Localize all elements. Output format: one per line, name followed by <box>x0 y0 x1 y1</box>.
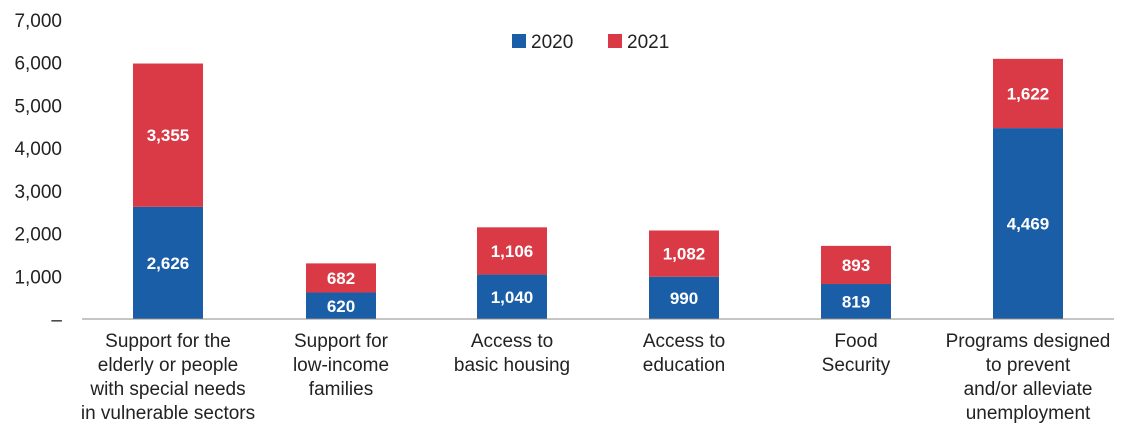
data-labels: 2,626 3,355 620 682 1,040 1,106 990 1,082 819 893… <box>147 84 1050 315</box>
category-label: Access to basic housing <box>454 331 570 376</box>
data-label: 1,106 <box>491 242 534 261</box>
bar-2021 <box>821 245 891 285</box>
y-tick-label: – <box>51 310 62 331</box>
data-label: 1,622 <box>1007 84 1050 103</box>
legend-swatch <box>608 34 622 48</box>
data-label: 893 <box>842 256 870 275</box>
data-label: 819 <box>842 293 870 312</box>
bar-2020 <box>133 206 203 319</box>
y-tick-label: 4,000 <box>14 139 62 160</box>
data-label: 620 <box>327 297 355 316</box>
y-axis: – 1,000 2,000 3,000 4,000 5,000 6,000 7,000 <box>14 11 62 331</box>
bar-2021 <box>133 63 203 207</box>
y-tick-label: 3,000 <box>14 182 62 203</box>
data-label: 3,355 <box>147 126 190 145</box>
legend-label: 2021 <box>627 32 669 53</box>
data-label: 1,082 <box>663 245 706 264</box>
category-label: Access to education <box>643 331 725 376</box>
category-label: Food Security <box>822 331 891 376</box>
data-label: 1,040 <box>491 288 534 307</box>
data-label: 2,626 <box>147 254 190 273</box>
category-label: Programs designed to prevent and/or allevi… <box>946 331 1111 424</box>
bar-2020 <box>821 284 891 319</box>
bar-2021 <box>993 58 1063 129</box>
data-label: 682 <box>327 269 355 288</box>
legend-swatch <box>512 34 526 48</box>
bar-2020 <box>993 128 1063 319</box>
y-tick-label: 7,000 <box>14 11 62 32</box>
legend-label: 2020 <box>531 32 573 53</box>
legend-item: 2020 <box>512 32 573 53</box>
bars <box>133 58 1063 319</box>
data-label: 990 <box>670 289 698 308</box>
bar-2021 <box>649 230 719 277</box>
category-label: Support for the elderly or people with spe… <box>81 331 255 424</box>
y-tick-label: 2,000 <box>14 225 62 246</box>
bar-2020 <box>306 292 376 319</box>
bar-2020 <box>649 276 719 319</box>
y-tick-label: 1,000 <box>14 267 62 288</box>
data-label: 4,469 <box>1007 215 1050 234</box>
y-tick-label: 5,000 <box>14 96 62 117</box>
category-label: Support for low-income families <box>293 331 389 400</box>
legend: 2020 2021 <box>512 32 669 53</box>
bar-2021 <box>306 263 376 293</box>
x-axis: Support for the elderly or people with spe… <box>81 318 1114 424</box>
legend-item: 2021 <box>608 32 669 53</box>
y-tick-label: 6,000 <box>14 54 62 75</box>
bar-2020 <box>477 274 547 319</box>
bar-2021 <box>477 227 547 275</box>
